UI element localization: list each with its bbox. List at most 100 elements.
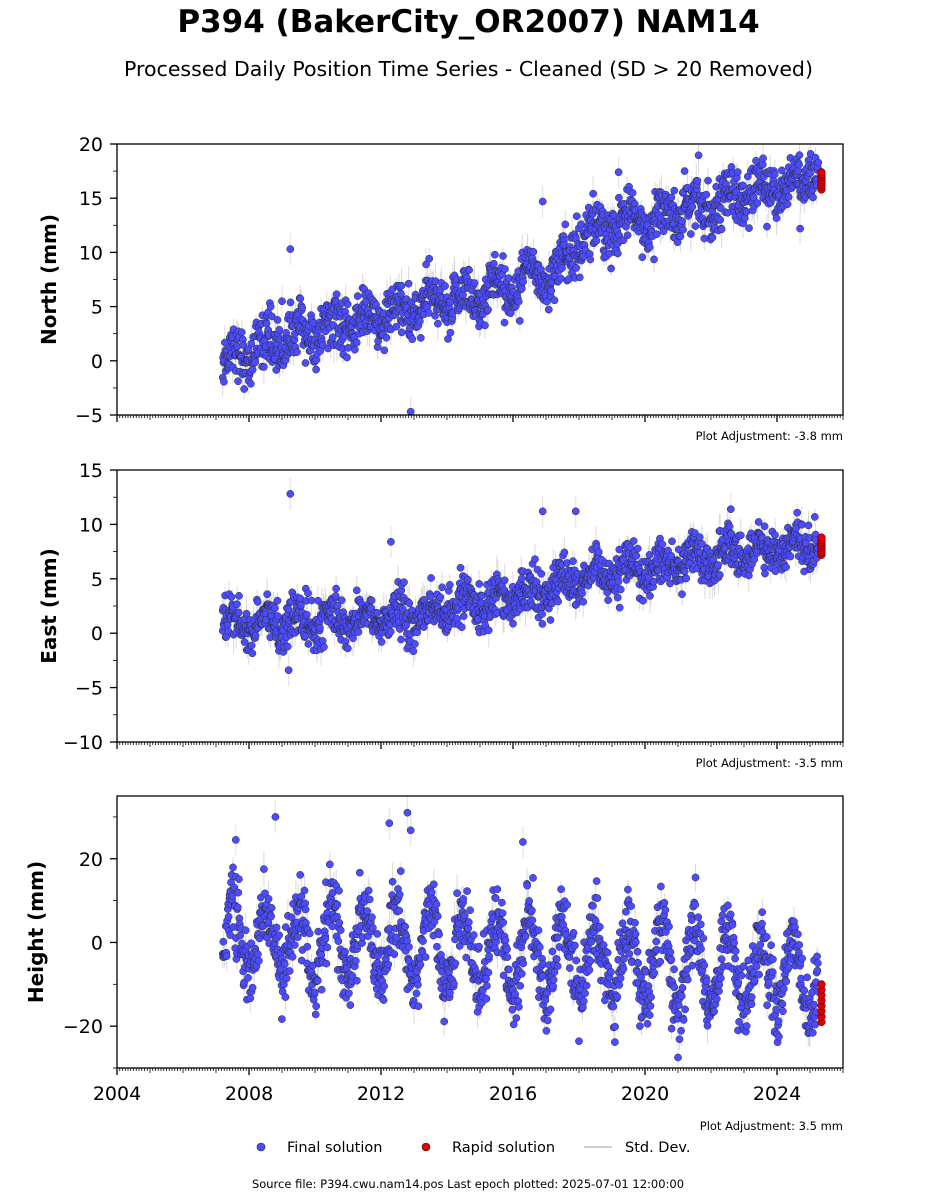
- final-solution-point: [301, 632, 310, 641]
- final-solution-point: [575, 273, 584, 282]
- final-solution-point: [798, 520, 806, 529]
- final-solution-point: [343, 300, 352, 309]
- final-solution-point: [547, 286, 556, 295]
- final-solution-point: [668, 537, 676, 546]
- final-solution-point: [463, 575, 472, 584]
- final-solution-point: [332, 584, 340, 593]
- final-solution-point: [400, 578, 408, 587]
- final-solution-point: [678, 217, 687, 225]
- final-solution-point: [519, 277, 528, 286]
- final-solution-point: [733, 168, 742, 176]
- final-solution-point: [544, 305, 553, 314]
- final-solution-point: [538, 507, 547, 516]
- plot-adjustment-note: Plot Adjustment: -3.8 mm: [696, 429, 843, 443]
- final-solution-point: [604, 596, 612, 604]
- final-solution-point: [659, 227, 668, 236]
- final-solution-point: [235, 592, 243, 600]
- final-solution-point: [594, 548, 603, 556]
- final-solution-point: [500, 576, 509, 585]
- final-solution-point: [670, 186, 679, 195]
- final-solution-point: [220, 377, 228, 386]
- final-solution-point: [286, 298, 295, 307]
- final-solution-point: [459, 291, 467, 299]
- final-solution-point: [501, 265, 509, 273]
- final-solution-point: [278, 297, 286, 306]
- final-solution-point: [475, 580, 484, 588]
- final-solution-point: [296, 294, 305, 303]
- final-solution-point: [329, 321, 338, 329]
- final-solution-point: [538, 197, 547, 206]
- final-solution-point: [629, 537, 638, 545]
- final-solution-point: [260, 363, 268, 371]
- final-solution-point: [650, 255, 658, 264]
- final-solution-point: [517, 284, 526, 293]
- final-solution-point: [715, 571, 724, 579]
- final-solution-point: [571, 507, 580, 516]
- rapid-solution-series: [817, 168, 826, 194]
- final-solution-point: [614, 168, 623, 177]
- final-solution-point: [446, 328, 455, 337]
- final-solution-point: [224, 627, 233, 635]
- final-solution-point: [349, 634, 357, 643]
- final-solution-point: [481, 321, 489, 330]
- rapid-solution-point: [817, 533, 826, 542]
- final-solution-point: [716, 216, 725, 224]
- final-solution-point: [402, 621, 410, 630]
- final-solution-point: [688, 202, 697, 211]
- rapid-solution-series: [817, 533, 826, 559]
- final-solution-point: [415, 317, 424, 326]
- final-solution-point: [638, 253, 647, 262]
- final-solution-point: [645, 551, 654, 559]
- final-solution-point: [680, 167, 689, 175]
- final-solution-point: [772, 214, 781, 222]
- final-solution-point: [266, 302, 275, 311]
- final-solution-point: [387, 537, 395, 546]
- final-solution-point: [771, 567, 780, 576]
- final-solution-point: [332, 290, 341, 299]
- final-solution-point: [470, 279, 479, 287]
- final-solution-point: [632, 551, 641, 560]
- final-solution-point: [411, 640, 419, 648]
- final-solution-point: [725, 522, 734, 531]
- final-solution-point: [639, 596, 647, 605]
- final-solution-point: [286, 245, 295, 253]
- final-solution-point: [693, 176, 702, 185]
- final-solution-point: [307, 596, 316, 605]
- final-solution-point: [586, 255, 595, 264]
- final-solution-point: [529, 248, 538, 256]
- y-axis-label: North (mm): [37, 214, 61, 345]
- final-solution-point: [694, 151, 703, 160]
- final-solution-point: [251, 358, 260, 366]
- page-title: P394 (BakerCity_OR2007) NAM14: [177, 4, 760, 40]
- final-solution-point: [652, 230, 661, 239]
- final-solution-point: [550, 296, 559, 305]
- final-solution-point: [616, 585, 625, 594]
- final-solution-point: [271, 604, 279, 613]
- final-solution-point: [623, 231, 632, 240]
- final-solution-point: [538, 620, 547, 628]
- final-solution-point: [343, 353, 351, 362]
- final-solution-point: [613, 593, 622, 602]
- final-solution-point: [667, 193, 676, 202]
- final-solution-point: [408, 335, 417, 344]
- final-solution-point: [538, 610, 546, 618]
- final-solution-point: [592, 236, 601, 245]
- final-solution-series: [218, 490, 823, 675]
- final-solution-point: [578, 589, 586, 598]
- final-solution-point: [682, 574, 691, 583]
- final-solution-point: [518, 574, 526, 583]
- final-solution-point: [745, 224, 753, 232]
- final-solution-point: [404, 279, 413, 288]
- final-solution-point: [691, 222, 700, 230]
- final-solution-point: [560, 548, 569, 557]
- final-solution-point: [459, 612, 468, 621]
- final-solution-point: [386, 627, 395, 636]
- final-solution-point: [351, 345, 359, 354]
- final-solution-point: [425, 254, 434, 263]
- final-solution-point: [702, 190, 711, 199]
- final-solution-point: [804, 521, 813, 530]
- final-solution-point: [589, 189, 597, 198]
- final-solution-point: [717, 225, 726, 234]
- final-solution-point: [304, 640, 313, 648]
- final-solution-point: [749, 193, 758, 202]
